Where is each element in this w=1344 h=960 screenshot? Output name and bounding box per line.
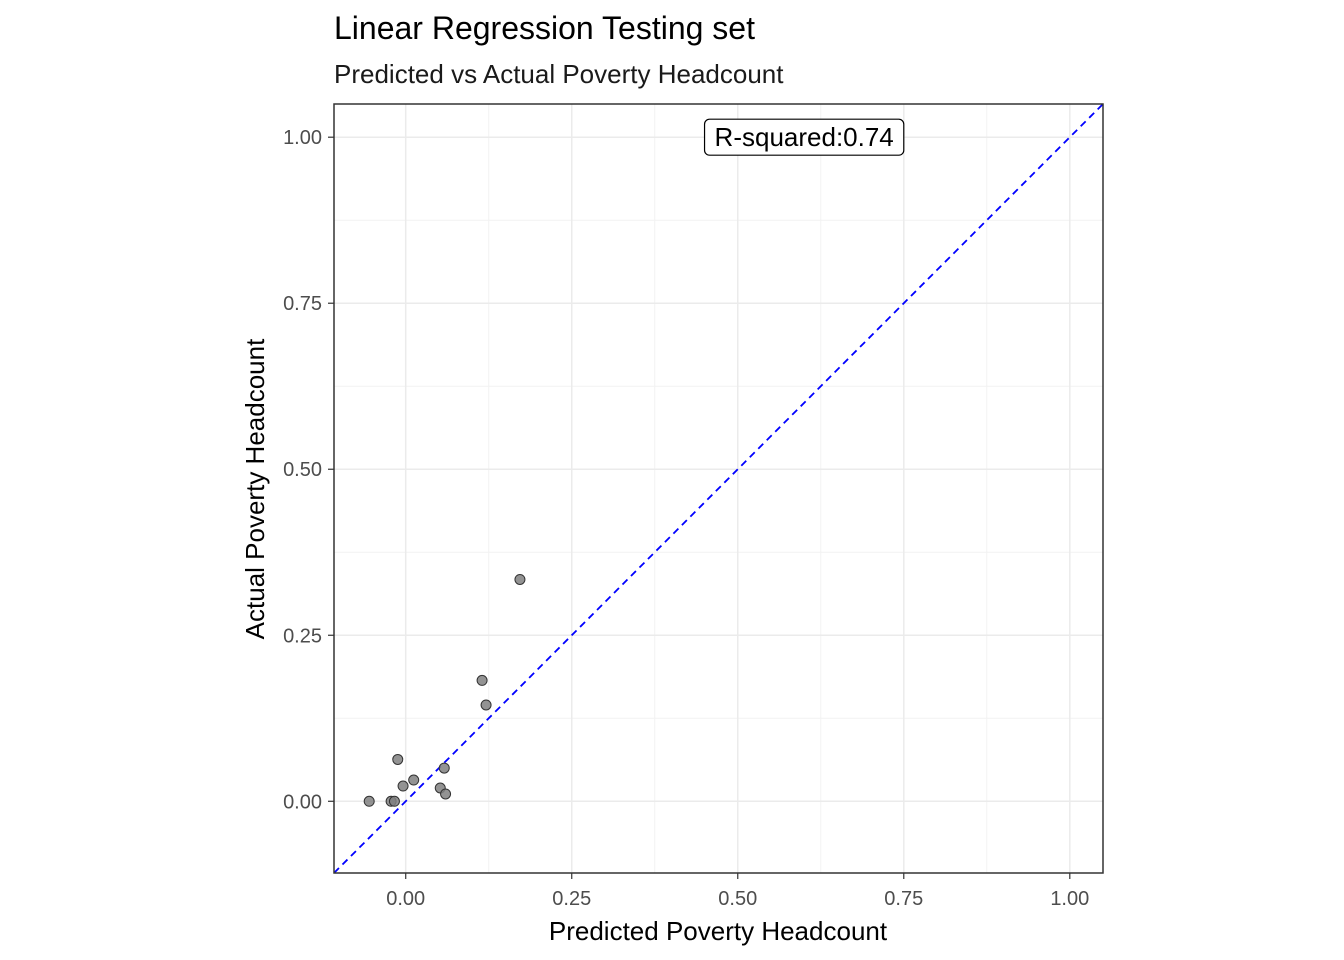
y-tick-label: 1.00 — [283, 127, 322, 149]
reference-line-group — [334, 104, 1103, 873]
chart-subtitle: Predicted vs Actual Poverty Headcount — [334, 59, 784, 89]
grid-minor — [334, 104, 1103, 873]
y-tick-label: 0.75 — [283, 293, 322, 315]
y-tick-label: 0.50 — [283, 459, 322, 481]
data-point — [440, 788, 452, 800]
x-axis-title: Predicted Poverty Headcount — [549, 916, 888, 946]
data-point — [392, 753, 404, 765]
annotation-box — [703, 118, 905, 156]
x-tick-label: 1.00 — [1050, 888, 1089, 910]
data-points — [363, 573, 526, 807]
panel-border — [333, 103, 1104, 874]
y-tick-label: 0.00 — [283, 791, 322, 813]
data-point — [408, 774, 420, 786]
x-tick-label: 0.25 — [552, 888, 591, 910]
y-axis-ticks: 0.00 0.25 0.50 0.75 1.00 — [283, 127, 334, 813]
x-tick-label: 0.00 — [386, 888, 425, 910]
y-axis-title: Actual Poverty Headcount — [240, 338, 270, 639]
data-point — [480, 699, 492, 711]
x-tick-label: 0.75 — [884, 888, 923, 910]
data-point — [363, 795, 375, 807]
annotation-label: R-squared:0.74 — [715, 122, 894, 152]
x-tick-label: 0.50 — [718, 888, 757, 910]
r-squared-annotation: R-squared:0.74 — [703, 118, 905, 156]
grid-major — [334, 104, 1103, 873]
data-point — [388, 795, 400, 807]
data-point — [476, 674, 488, 686]
chart-title: Linear Regression Testing set — [334, 10, 755, 46]
data-point — [514, 573, 526, 585]
data-point — [397, 780, 409, 792]
reference-line — [334, 104, 1103, 873]
x-axis-ticks: 0.00 0.25 0.50 0.75 1.00 — [386, 873, 1089, 910]
y-tick-label: 0.25 — [283, 625, 322, 647]
data-point — [438, 762, 450, 774]
